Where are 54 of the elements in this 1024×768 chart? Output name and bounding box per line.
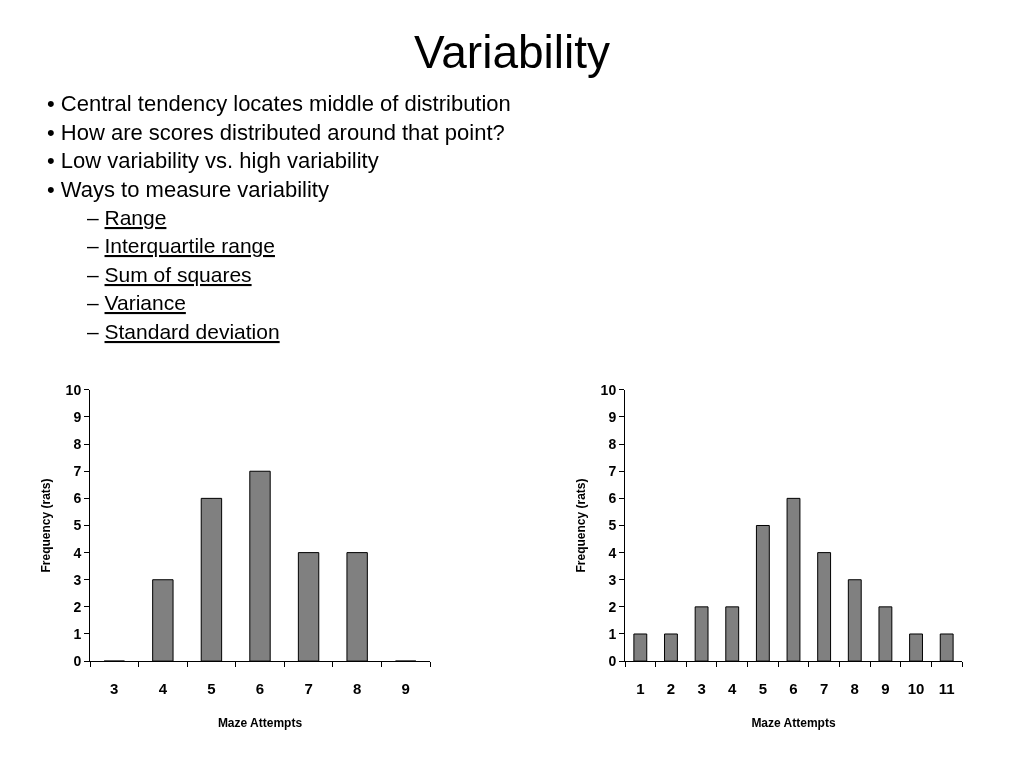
y-tick-label: 8 — [608, 436, 617, 453]
text: • How are scores distributed around that point? — [47, 120, 505, 145]
x-tick-label: 9 — [881, 680, 890, 698]
y-tick-label: 1 — [608, 625, 617, 642]
y-axis-title: Frequency (rats) — [38, 478, 53, 573]
y-tick-label: 3 — [608, 571, 617, 588]
y-tick-label: 0 — [608, 653, 617, 670]
x-tick-label: 6 — [255, 680, 265, 698]
x-tick-label: 10 — [907, 680, 925, 698]
x-tick-label: 6 — [789, 680, 798, 698]
y-tick-label: 6 — [608, 490, 617, 507]
y-tick-label: 2 — [608, 598, 617, 615]
y-tick-label: 5 — [608, 517, 617, 534]
x-tick-label: 7 — [819, 680, 829, 698]
text: Variability — [414, 26, 610, 78]
y-tick-label: 0 — [73, 653, 82, 670]
x-tick-label: 3 — [697, 680, 706, 698]
text: – Variance — [87, 291, 186, 314]
y-tick-label: 1 — [73, 625, 82, 642]
x-axis-title: Maze Attempts — [751, 716, 836, 730]
x-tick-label: 5 — [758, 680, 768, 698]
y-tick-label: 3 — [73, 571, 82, 588]
x-tick-label: 1 — [636, 680, 645, 698]
y-tick-label: 8 — [73, 436, 82, 453]
y-tick-label: 4 — [73, 544, 82, 561]
text: – Range — [87, 206, 167, 229]
y-tick-label: 5 — [73, 517, 82, 534]
x-tick-label: 3 — [110, 680, 119, 698]
x-tick-label: 4 — [158, 680, 168, 698]
text: • Ways to measure variability — [47, 177, 329, 202]
x-tick-label: 11 — [938, 680, 955, 698]
y-axis-title: Frequency (rats) — [573, 478, 588, 573]
y-tick-label: 4 — [608, 544, 617, 561]
x-tick-label: 9 — [401, 680, 410, 698]
y-tick-label: 10 — [600, 381, 617, 398]
x-tick-label: 7 — [304, 680, 313, 698]
text: – Standard deviation — [87, 320, 280, 343]
y-tick-label: 10 — [65, 381, 82, 398]
text: • Central tendency locates middle of distribution — [47, 91, 511, 116]
x-tick-label: 5 — [207, 680, 216, 698]
text: – Sum of squares — [87, 263, 252, 286]
y-tick-label: 2 — [73, 598, 82, 615]
x-tick-label: 4 — [728, 680, 738, 698]
text: • Low variability vs. high variability — [47, 148, 379, 173]
x-axis-title: Maze Attempts — [217, 716, 303, 730]
x-tick-label: 2 — [666, 680, 676, 698]
y-tick-label: 9 — [608, 408, 617, 425]
y-tick-label: 9 — [73, 408, 82, 425]
x-tick-label: 8 — [352, 680, 362, 698]
y-tick-label: 6 — [73, 490, 82, 507]
x-tick-label: 8 — [850, 680, 859, 698]
y-tick-label: 7 — [608, 463, 617, 480]
text: – Interquartile range — [87, 234, 275, 257]
y-tick-label: 7 — [73, 463, 82, 480]
